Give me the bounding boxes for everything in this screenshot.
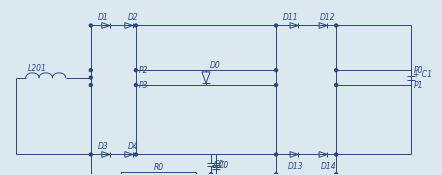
Text: D0: D0 [210,61,220,70]
Text: D12: D12 [320,13,335,22]
Circle shape [335,153,338,156]
Text: D14: D14 [320,162,336,171]
Text: D11: D11 [283,13,299,22]
Text: D3: D3 [98,142,108,150]
Circle shape [89,24,92,27]
Text: P0: P0 [414,66,424,75]
Circle shape [89,69,92,72]
Text: D13: D13 [288,162,304,171]
Circle shape [134,69,137,72]
Circle shape [274,69,278,72]
Circle shape [89,83,92,86]
Circle shape [134,83,137,86]
Circle shape [134,153,137,156]
Circle shape [274,173,278,175]
Circle shape [89,153,92,156]
Text: C0: C0 [219,161,229,170]
Text: D1: D1 [98,13,108,22]
Circle shape [335,69,338,72]
Circle shape [335,173,338,175]
Circle shape [89,76,92,79]
Text: + C1: + C1 [413,70,432,79]
Text: C0: C0 [214,160,224,169]
Text: R0: R0 [153,163,164,172]
Text: L201: L201 [28,64,46,73]
Text: D2: D2 [128,13,139,22]
Circle shape [274,153,278,156]
Circle shape [274,83,278,86]
Circle shape [335,24,338,27]
Text: P2: P2 [139,66,149,75]
Circle shape [335,83,338,86]
Circle shape [210,173,213,175]
Text: P1: P1 [414,80,424,90]
Bar [121,172,196,175]
Text: P3: P3 [139,80,149,90]
Circle shape [274,24,278,27]
Circle shape [134,24,137,27]
Text: D4: D4 [128,142,139,150]
